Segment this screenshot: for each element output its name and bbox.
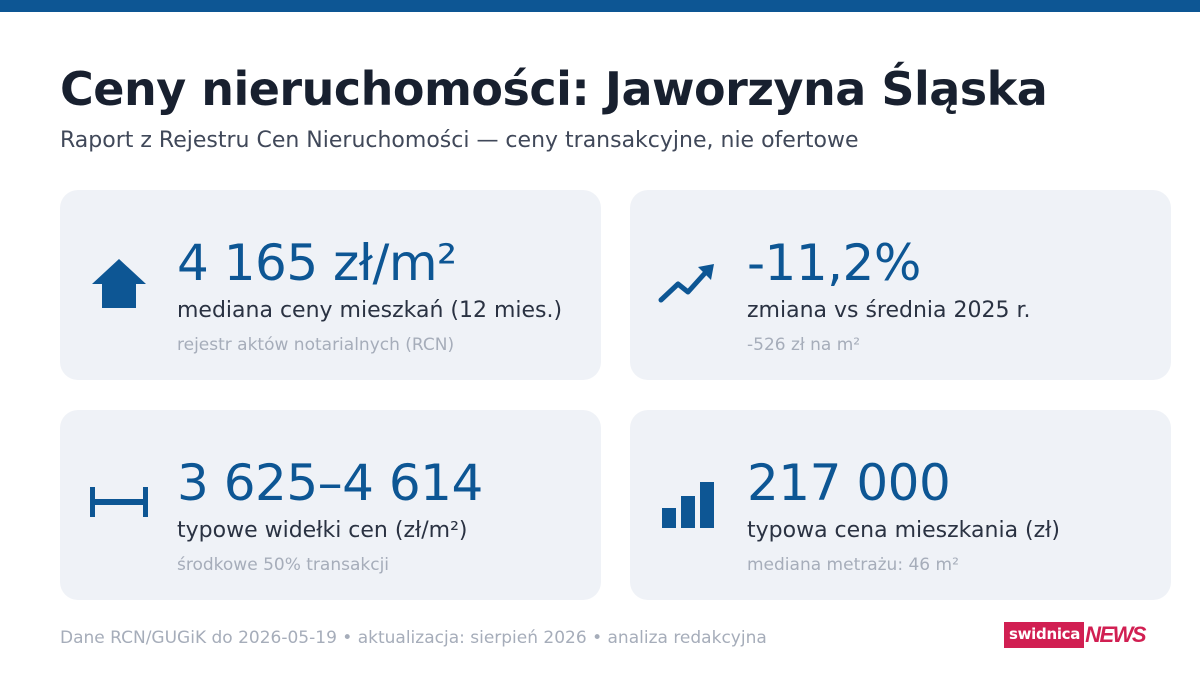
stat-value: 3 625–4 614 (177, 454, 483, 512)
stat-label: typowe widełki cen (zł/m²) (177, 518, 468, 543)
stat-note: środkowe 50% transakcji (177, 555, 390, 575)
stat-label: typowa cena mieszkania (zł) (747, 518, 1061, 543)
stat-label: zmiana vs średnia 2025 r. (747, 298, 1031, 323)
range-icon (88, 471, 150, 533)
house-icon (88, 252, 150, 314)
stat-value: 4 165 zł/m² (177, 234, 457, 292)
stat-note: rejestr aktów notarialnych (RCN) (177, 335, 455, 355)
stat-card-typical-price: 217 000 typowa cena mieszkania (zł) medi… (630, 410, 1171, 600)
logo-text-secondary: NEWS (1085, 622, 1147, 647)
bar-chart-icon (658, 472, 720, 534)
logo-text-primary: swidnica (1004, 622, 1085, 648)
stat-note: -526 zł na m² (747, 335, 861, 355)
stat-value: -11,2% (747, 234, 921, 292)
page-title: Ceny nieruchomości: Jaworzyna Śląska (60, 62, 1048, 116)
stat-value: 217 000 (747, 454, 951, 512)
stat-card-median-price: 4 165 zł/m² mediana ceny mieszkań (12 mi… (60, 190, 601, 380)
top-accent-bar (0, 0, 1200, 12)
brand-logo: swidnica NEWS (1004, 622, 1147, 648)
stat-note: mediana metrażu: 46 m² (747, 555, 959, 575)
footer-source-note: Dane RCN/GUGiK do 2026-05-19 • aktualiza… (60, 628, 767, 648)
trend-up-icon (658, 252, 720, 314)
stat-card-price-range: 3 625–4 614 typowe widełki cen (zł/m²) ś… (60, 410, 601, 600)
stat-card-price-change: -11,2% zmiana vs średnia 2025 r. -526 zł… (630, 190, 1171, 380)
page-subtitle: Raport z Rejestru Cen Nieruchomości — ce… (60, 128, 859, 153)
stat-label: mediana ceny mieszkań (12 mies.) (177, 298, 563, 323)
